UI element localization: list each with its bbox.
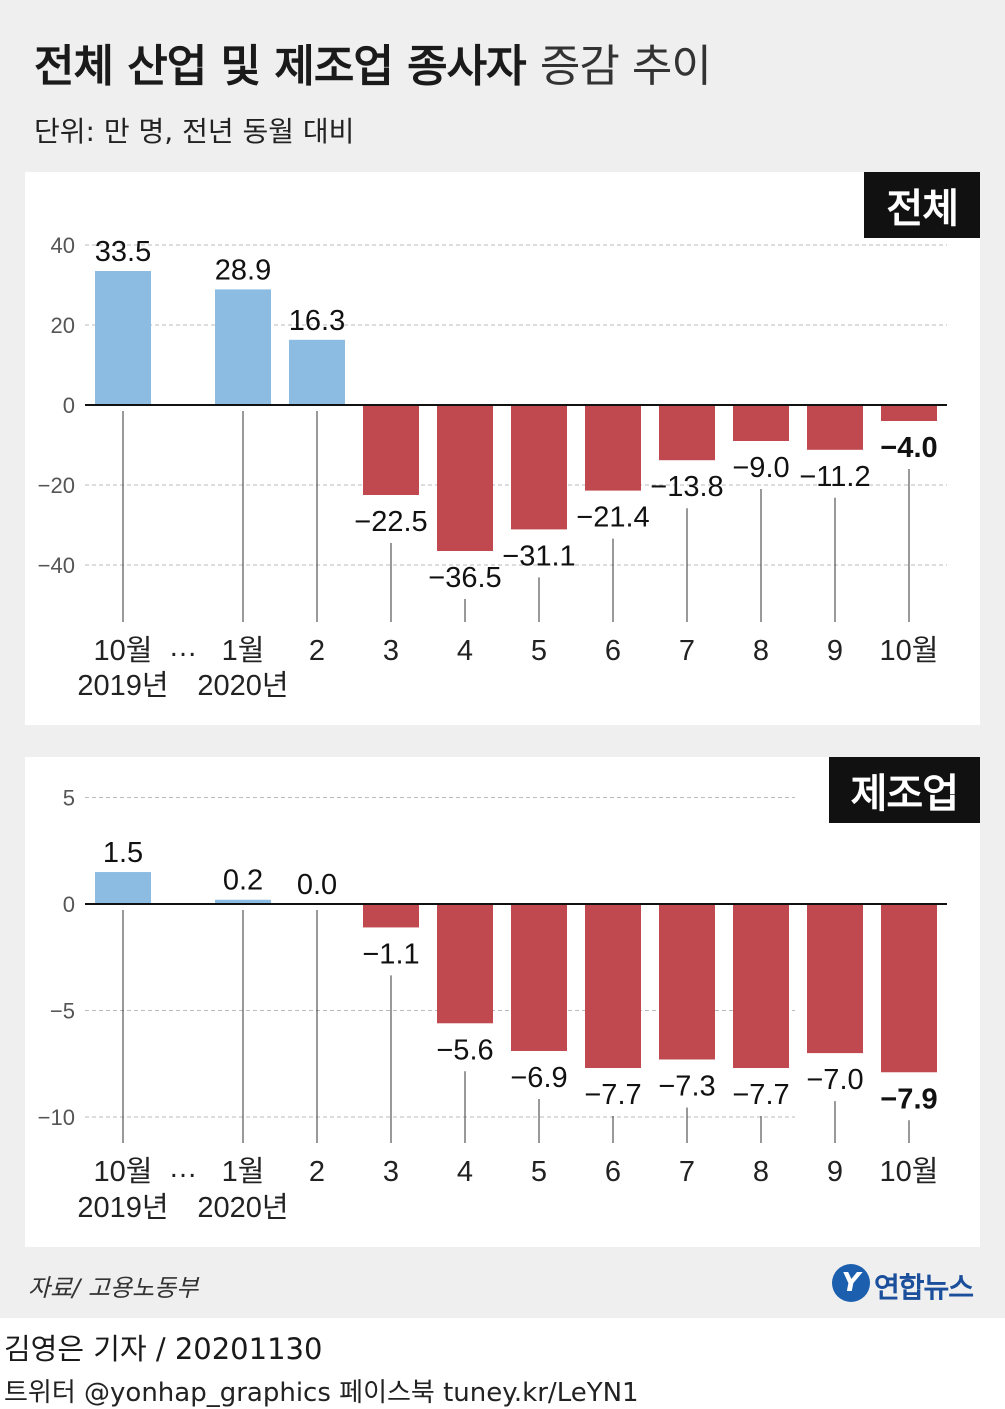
bar bbox=[363, 405, 419, 495]
source-note: 자료/ 고용노동부 bbox=[28, 1274, 199, 1302]
value-label: −7.0 bbox=[806, 1064, 863, 1096]
bar bbox=[585, 405, 641, 491]
value-label: −11.2 bbox=[799, 461, 870, 493]
x-tick-label: 9 bbox=[827, 1156, 843, 1188]
y-tick-label: −5 bbox=[50, 999, 75, 1024]
bar bbox=[95, 271, 151, 405]
value-label: −7.3 bbox=[658, 1070, 715, 1102]
y-tick-label: 40 bbox=[51, 233, 75, 258]
y-tick-label: −40 bbox=[38, 553, 75, 578]
value-label: 33.5 bbox=[95, 236, 151, 268]
page-title: 전체 산업 및 제조업 종사자 증감 추이 bbox=[34, 30, 712, 94]
panel-title-manufacturing: 제조업 bbox=[828, 757, 980, 823]
x-tick-label: 7 bbox=[679, 1156, 695, 1188]
x-tick-label: 1월 bbox=[222, 1155, 265, 1188]
x-year-label: 2020년 bbox=[197, 670, 288, 702]
bar bbox=[659, 405, 715, 461]
bar bbox=[437, 405, 493, 551]
bar bbox=[215, 899, 271, 904]
panel-title-total: 전체 bbox=[864, 172, 980, 238]
value-label: −31.1 bbox=[502, 540, 575, 572]
unit-note: 단위: 만 명, 전년 동월 대비 bbox=[34, 115, 355, 148]
logo-mark: Y bbox=[832, 1264, 870, 1302]
value-label: −7.9 bbox=[880, 1083, 937, 1115]
value-label: 16.3 bbox=[289, 305, 345, 337]
gap-marker: … bbox=[169, 631, 198, 663]
bar bbox=[733, 904, 789, 1069]
bar bbox=[585, 904, 641, 1069]
x-tick-label: 4 bbox=[457, 1156, 473, 1188]
bar bbox=[881, 904, 937, 1073]
x-tick-label: 6 bbox=[605, 1156, 621, 1188]
panel-manufacturing: 5 0 −5 −10 1.5 10월 2019년 0.2 1월 2020년 0.0 2 −1.1 3 −5.… bbox=[25, 757, 980, 1247]
value-label: −22.5 bbox=[354, 506, 427, 538]
bar bbox=[807, 904, 863, 1054]
y-tick-label: −10 bbox=[38, 1105, 75, 1130]
value-label: −36.5 bbox=[428, 562, 501, 594]
x-year-label: 2019년 bbox=[77, 670, 168, 702]
value-label: −1.1 bbox=[362, 938, 419, 970]
value-label: 0.2 bbox=[223, 865, 263, 897]
y-tick-label: 5 bbox=[63, 786, 75, 811]
value-label: −9.0 bbox=[732, 452, 789, 484]
value-label: 0.0 bbox=[297, 869, 337, 901]
x-tick-label: 10월 bbox=[94, 634, 153, 667]
x-tick-label: 5 bbox=[531, 635, 547, 667]
value-label: −5.6 bbox=[436, 1034, 493, 1066]
x-tick-label: 3 bbox=[383, 1156, 399, 1188]
bar bbox=[881, 405, 937, 421]
x-tick-label: 10월 bbox=[94, 1155, 153, 1188]
bar bbox=[95, 872, 151, 904]
x-tick-label: 7 bbox=[679, 635, 695, 667]
bar bbox=[289, 339, 345, 405]
value-label: 28.9 bbox=[215, 254, 271, 286]
yonhap-logo: Y 연합뉴스 bbox=[832, 1262, 982, 1306]
social-links: 트위터 @yonhap_graphics 페이스북 tuney.kr/LeYN1 bbox=[4, 1378, 639, 1408]
bar bbox=[215, 289, 271, 405]
y-tick-label: 0 bbox=[63, 892, 75, 917]
value-label: −13.8 bbox=[650, 471, 723, 503]
x-year-label: 2020년 bbox=[197, 1192, 288, 1224]
value-label: −6.9 bbox=[510, 1062, 567, 1094]
value-label: −21.4 bbox=[576, 502, 649, 534]
value-label: −7.7 bbox=[584, 1079, 641, 1111]
x-tick-label: 6 bbox=[605, 635, 621, 667]
x-tick-label: 2 bbox=[309, 1156, 325, 1188]
bar bbox=[659, 904, 715, 1060]
x-tick-label: 3 bbox=[383, 635, 399, 667]
chart-total: 40200−20−4033.510월2019년28.91월2020년16.32−… bbox=[38, 233, 947, 702]
y-tick-label: 20 bbox=[51, 313, 75, 338]
panel-total: 40 20 0 −20 −40 33.5 10월 2019년 28.9 1월 2020년 16.3 2−… bbox=[25, 172, 980, 725]
y-tick-label: −20 bbox=[38, 473, 75, 498]
y-tick-label: 0 bbox=[63, 393, 75, 418]
value-label: −7.7 bbox=[732, 1079, 789, 1111]
bar bbox=[511, 405, 567, 530]
x-tick-label: 10월 bbox=[880, 1155, 939, 1188]
logo-text: 연합뉴스 bbox=[874, 1271, 974, 1304]
reporter-credit: 김영은 기자 / 20201130 bbox=[4, 1332, 323, 1366]
bar bbox=[807, 405, 863, 450]
bar bbox=[437, 904, 493, 1024]
bar bbox=[733, 405, 789, 441]
x-tick-label: 2 bbox=[309, 635, 325, 667]
x-tick-label: 5 bbox=[531, 1156, 547, 1188]
x-tick-label: 10월 bbox=[880, 634, 939, 667]
value-label: 1.5 bbox=[103, 837, 143, 869]
x-tick-label: 8 bbox=[753, 635, 769, 667]
x-year-label: 2019년 bbox=[77, 1192, 168, 1224]
gap-marker: … bbox=[169, 1152, 198, 1184]
x-tick-label: 8 bbox=[753, 1156, 769, 1188]
bar bbox=[363, 904, 419, 928]
bar bbox=[511, 904, 567, 1051]
x-tick-label: 4 bbox=[457, 635, 473, 667]
chart-background: 전체 산업 및 제조업 종사자 증감 추이 단위: 만 명, 전년 동월 대비 … bbox=[0, 0, 1005, 1318]
x-tick-label: 1월 bbox=[222, 634, 265, 667]
value-label: −4.0 bbox=[880, 432, 937, 464]
chart-manufacturing: 5 0 −5 −10 1.5 10월 2019년 0.2 1월 2020년 0.0 2 −1.1 3 −5.… bbox=[38, 786, 947, 1224]
title-bold: 전체 산업 및 제조업 종사자 bbox=[34, 41, 527, 92]
title-light: 증감 추이 bbox=[539, 41, 712, 92]
x-tick-label: 9 bbox=[827, 635, 843, 667]
